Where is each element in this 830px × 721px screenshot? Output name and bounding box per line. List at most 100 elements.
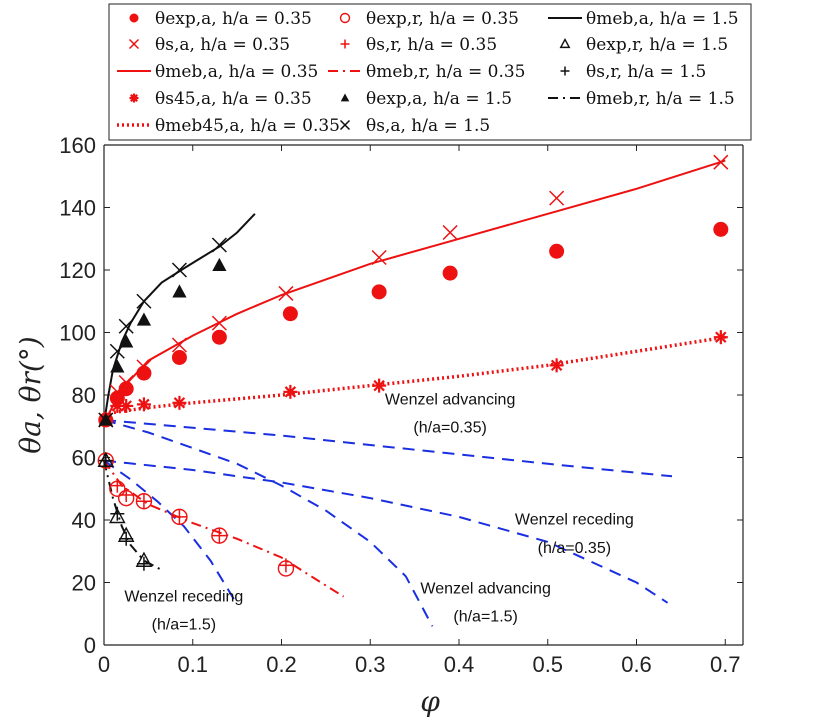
wenzel-annotation: Wenzel receding bbox=[124, 588, 243, 605]
x-tick-label: 0.5 bbox=[532, 652, 563, 677]
legend-entry: θs,r, h/a = 0.35 bbox=[340, 35, 497, 55]
series-line bbox=[103, 213, 256, 424]
marker-cross bbox=[136, 359, 152, 375]
data-point bbox=[549, 243, 565, 259]
marker-cross bbox=[713, 154, 729, 170]
wenzel-annotation: (h/a=0.35) bbox=[413, 420, 486, 437]
marker-triangle bbox=[119, 334, 134, 348]
data-point bbox=[340, 39, 350, 49]
data-point bbox=[136, 556, 151, 571]
data-point bbox=[135, 493, 153, 510]
marker-asterisk bbox=[550, 359, 563, 372]
data-point bbox=[283, 384, 298, 399]
data-point bbox=[211, 329, 227, 345]
data-point bbox=[98, 412, 114, 428]
marker-asterisk bbox=[138, 398, 150, 411]
data-point bbox=[559, 38, 571, 49]
marker-asterisk bbox=[120, 400, 132, 412]
data-point bbox=[172, 509, 187, 524]
data-point bbox=[278, 285, 294, 301]
marker-asterisk bbox=[284, 386, 297, 398]
marker-filled-circle bbox=[171, 350, 187, 365]
legend-label: θs,r, h/a = 0.35 bbox=[366, 35, 497, 55]
marker-triangle bbox=[172, 284, 187, 298]
data-point bbox=[119, 488, 134, 502]
marker-cross bbox=[371, 249, 387, 266]
marker-filled-circle bbox=[129, 13, 139, 23]
data-point bbox=[278, 558, 293, 573]
marker-cross bbox=[339, 119, 351, 131]
data-point bbox=[713, 154, 729, 170]
x-tick-label: 0.4 bbox=[444, 652, 475, 677]
data-point bbox=[136, 397, 151, 412]
marker-cross bbox=[442, 224, 458, 241]
data-point bbox=[118, 374, 134, 391]
data-point bbox=[119, 398, 134, 413]
series-line bbox=[103, 159, 726, 424]
data-point bbox=[211, 315, 227, 331]
legend-label: θexp,r, h/a = 1.5 bbox=[586, 35, 728, 55]
marker-open-circle bbox=[135, 493, 153, 510]
wenzel-curve bbox=[103, 419, 673, 478]
marker-cross bbox=[278, 285, 294, 301]
legend-entry: θs,r, h/a = 1.5 bbox=[560, 62, 706, 82]
y-tick-label: 100 bbox=[59, 321, 96, 346]
data-point bbox=[172, 395, 187, 410]
data-point bbox=[371, 249, 387, 266]
legend-label: θs,a, h/a = 1.5 bbox=[366, 116, 490, 136]
marker-filled-circle bbox=[713, 221, 729, 237]
legend-entry: θs,a, h/a = 0.35 bbox=[128, 35, 290, 55]
data-point bbox=[110, 506, 125, 521]
marker-cross bbox=[211, 237, 227, 253]
data-point bbox=[442, 224, 458, 241]
marker-filled-circle bbox=[118, 381, 134, 397]
series-line bbox=[103, 335, 726, 416]
legend-entry: θmeb,a, h/a = 0.35 bbox=[117, 62, 318, 82]
marker-cross bbox=[549, 190, 565, 206]
legend-label: θmeb45,a, h/a = 0.35 bbox=[155, 116, 340, 136]
marker-triangle bbox=[109, 507, 126, 524]
legend-label: θmeb,a, h/a = 0.35 bbox=[155, 62, 318, 82]
legend-label: θexp,a, h/a = 1.5 bbox=[366, 89, 512, 109]
marker-filled-circle bbox=[442, 265, 458, 281]
legend-entry: θmeb,r, h/a = 0.35 bbox=[328, 62, 525, 82]
marker-triangle bbox=[559, 38, 571, 49]
axis-ticks: 0 0.1 0.2 0.3 0.4 0.5 0.6 0.7 0 20 40 60 80 100 120 140… bbox=[59, 133, 743, 677]
data-point bbox=[110, 359, 125, 373]
data-point bbox=[212, 528, 227, 543]
x-tick-label: 0.2 bbox=[266, 652, 297, 677]
legend-label: θmeb,r, h/a = 0.35 bbox=[366, 62, 525, 82]
data-point bbox=[136, 365, 152, 381]
marker-cross bbox=[128, 38, 140, 50]
data-point bbox=[129, 13, 139, 23]
marker-cross bbox=[98, 412, 114, 428]
data-point bbox=[339, 119, 351, 131]
marker-cross bbox=[136, 293, 152, 309]
data-point bbox=[172, 284, 187, 298]
legend-entry: θmeb,a, h/a = 1.5 bbox=[548, 9, 739, 29]
marker-cross bbox=[118, 374, 134, 391]
wenzel-curve bbox=[103, 419, 434, 627]
wenzel-annotation: Wenzel receding bbox=[515, 512, 634, 529]
marker-cross bbox=[109, 343, 125, 359]
legend-items: θexp,a, h/a = 0.35 θexp,r, h/a = 0.35 θmeb… bbox=[117, 9, 739, 136]
data-point bbox=[129, 93, 139, 103]
data-point bbox=[171, 508, 188, 526]
marker-filled-circle bbox=[211, 329, 227, 345]
data-point bbox=[212, 257, 227, 271]
wenzel-annotation: Wenzel advancing bbox=[385, 391, 515, 408]
legend-entry: θexp,r, h/a = 1.5 bbox=[559, 35, 728, 55]
data-point bbox=[713, 330, 728, 345]
wenzel-annotation: Wenzel advancing bbox=[420, 580, 550, 597]
wenzel-curve bbox=[103, 459, 669, 604]
marker-cross bbox=[171, 262, 187, 278]
legend-label: θmeb,r, h/a = 1.5 bbox=[586, 89, 735, 109]
y-tick-label: 160 bbox=[59, 133, 96, 158]
marker-triangle bbox=[340, 93, 350, 102]
marker-filled-circle bbox=[549, 243, 565, 259]
data-point bbox=[560, 66, 570, 76]
marker-triangle bbox=[136, 312, 152, 326]
marker-filled-circle bbox=[282, 306, 298, 322]
data-point bbox=[136, 494, 151, 509]
